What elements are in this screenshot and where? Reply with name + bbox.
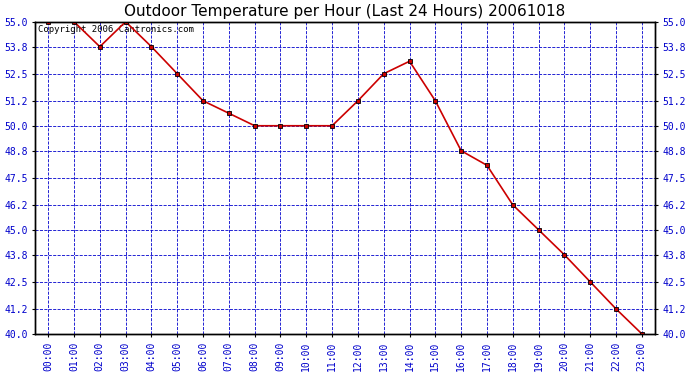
Title: Outdoor Temperature per Hour (Last 24 Hours) 20061018: Outdoor Temperature per Hour (Last 24 Ho… [124, 4, 566, 19]
Text: Copyright 2006 Cantronics.com: Copyright 2006 Cantronics.com [39, 25, 195, 34]
